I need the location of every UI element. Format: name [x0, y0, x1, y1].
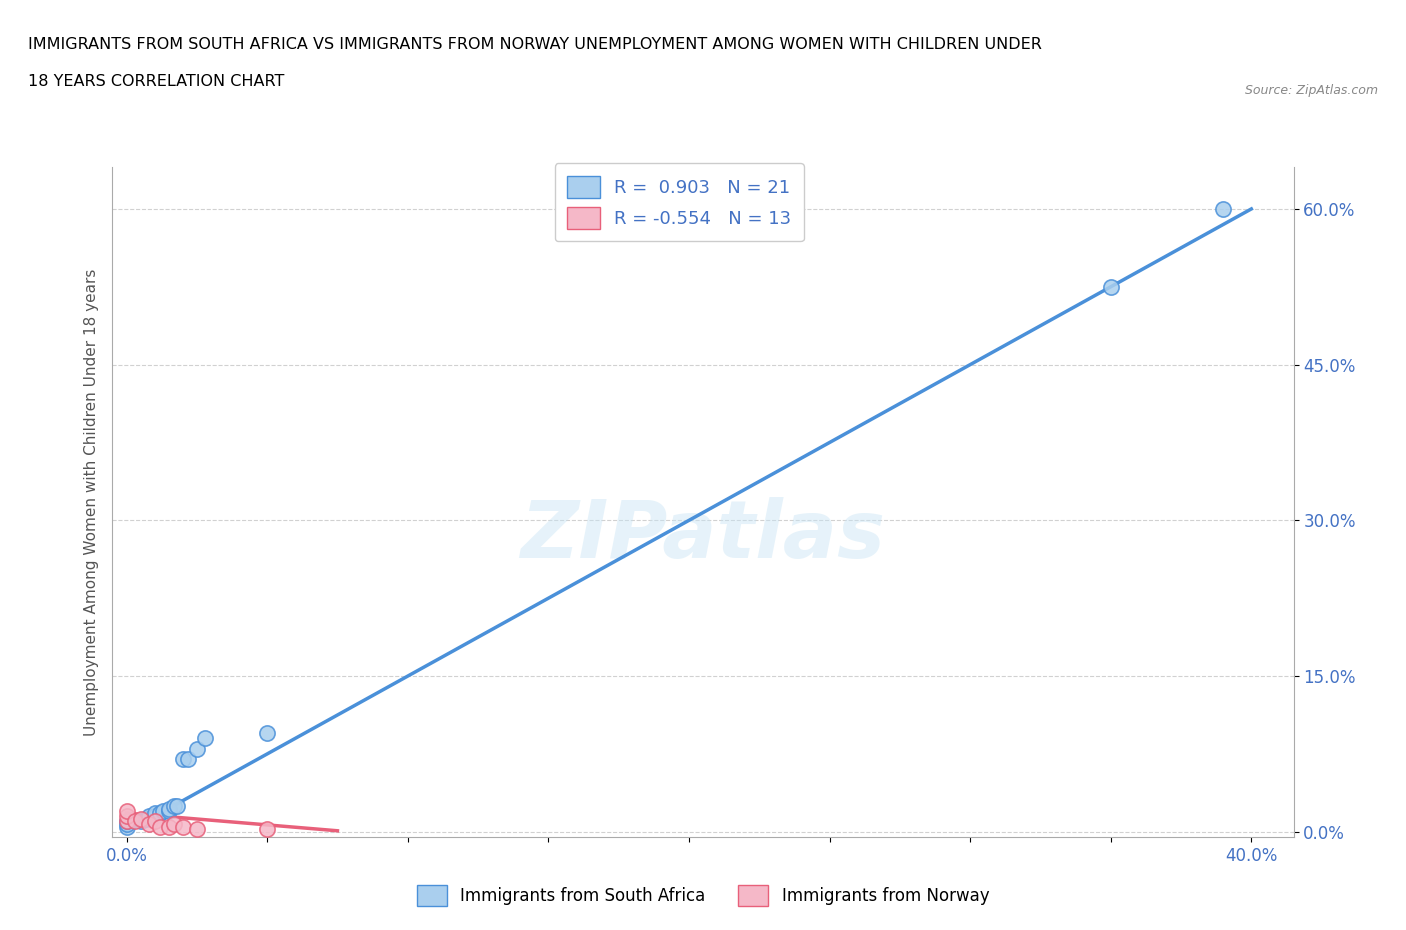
Point: [166, 799, 188, 814]
Text: Source: ZipAtlas.com: Source: ZipAtlas.com: [1244, 84, 1378, 97]
Point: [157, 819, 180, 834]
Point: [129, 812, 152, 827]
Point: [143, 805, 166, 820]
Point: [124, 814, 146, 829]
Point: [143, 809, 166, 824]
Point: [129, 814, 152, 829]
Text: IMMIGRANTS FROM SOUTH AFRICA VS IMMIGRANTS FROM NORWAY UNEMPLOYMENT AMONG WOMEN : IMMIGRANTS FROM SOUTH AFRICA VS IMMIGRAN…: [28, 37, 1042, 52]
Point: [149, 819, 172, 834]
Point: [256, 821, 278, 836]
Text: ZIPatlas: ZIPatlas: [520, 497, 886, 575]
Legend: Immigrants from South Africa, Immigrants from Norway: Immigrants from South Africa, Immigrants…: [411, 879, 995, 912]
Point: [149, 805, 172, 820]
Point: [115, 819, 138, 834]
Y-axis label: Unemployment Among Women with Children Under 18 years: Unemployment Among Women with Children U…: [83, 269, 98, 736]
Point: [115, 804, 138, 818]
Point: [157, 802, 180, 817]
Point: [115, 816, 138, 830]
Point: [115, 809, 138, 824]
Point: [138, 809, 160, 824]
Point: [115, 814, 138, 829]
Point: [152, 804, 174, 818]
Legend: R =  0.903   N = 21, R = -0.554   N = 13: R = 0.903 N = 21, R = -0.554 N = 13: [555, 163, 804, 242]
Point: [177, 751, 200, 766]
Point: [138, 816, 160, 830]
Point: [1099, 279, 1122, 294]
Point: [163, 799, 186, 814]
Point: [186, 821, 208, 836]
Point: [1212, 202, 1234, 217]
Point: [163, 816, 186, 830]
Point: [172, 819, 194, 834]
Point: [135, 812, 157, 827]
Point: [186, 741, 208, 756]
Point: [115, 814, 138, 829]
Point: [143, 814, 166, 829]
Point: [256, 725, 278, 740]
Point: [172, 751, 194, 766]
Point: [194, 731, 217, 746]
Text: 18 YEARS CORRELATION CHART: 18 YEARS CORRELATION CHART: [28, 74, 284, 89]
Point: [157, 804, 180, 818]
